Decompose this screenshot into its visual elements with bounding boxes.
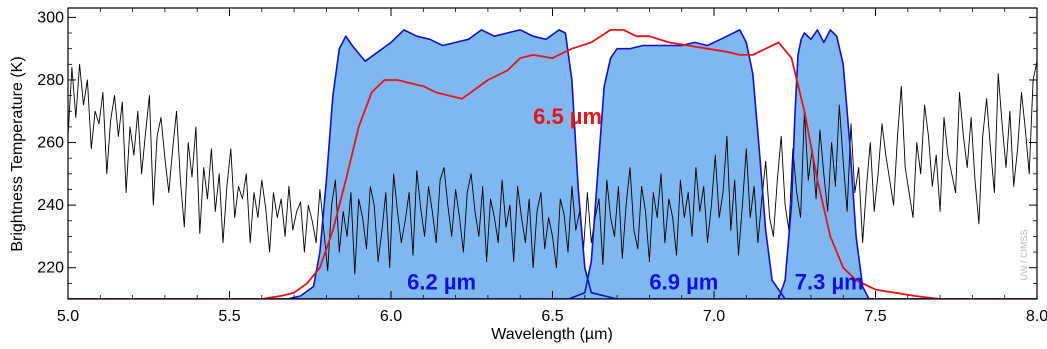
y-axis-title: Brightness Temperature (K) [9,56,26,251]
y-tick-label: 280 [37,72,64,89]
tick-labels: 5.0 5.5 6.0 6.5 7.0 7.5 8.0 220 240 260 280 300 [37,9,1047,325]
band-label: 6.9 µm [649,270,718,295]
axis-ticks [67,8,1038,299]
y-tick-label: 220 [37,260,64,277]
band-6.2-outline [68,29,1037,299]
band-7.3-outline [68,29,1037,299]
x-tick-label: 6.5 [541,308,563,325]
x-axis-title: Wavelength (µm) [491,326,613,343]
spectrum-line [68,61,1037,275]
curves [68,28,1037,299]
band-labels: 6.2 µm 6.9 µm 7.3 µm 6.5 µm [407,104,864,295]
red-6.5-curve [68,28,1037,299]
y-tick-label: 240 [37,197,64,214]
x-tick-label: 5.0 [57,308,79,325]
x-tick-label: 6.0 [380,308,402,325]
y-tick-label: 260 [37,135,64,152]
filter-bands [68,29,1037,299]
band-6.9-outline [68,29,1037,299]
credit-watermark: UW / CIMSS [1019,230,1029,281]
x-tick-label: 5.5 [218,308,240,325]
red-band-label: 6.5 µm [533,104,602,129]
band-label: 7.3 µm [795,270,864,295]
band-7.3-fill [68,29,1037,299]
x-tick-label: 7.5 [864,308,886,325]
x-tick-label: 8.0 [1026,308,1047,325]
band-6.2-fill [68,29,1037,299]
band-label: 6.2 µm [407,270,476,295]
x-tick-label: 7.0 [703,308,725,325]
y-tick-label: 300 [37,9,64,26]
